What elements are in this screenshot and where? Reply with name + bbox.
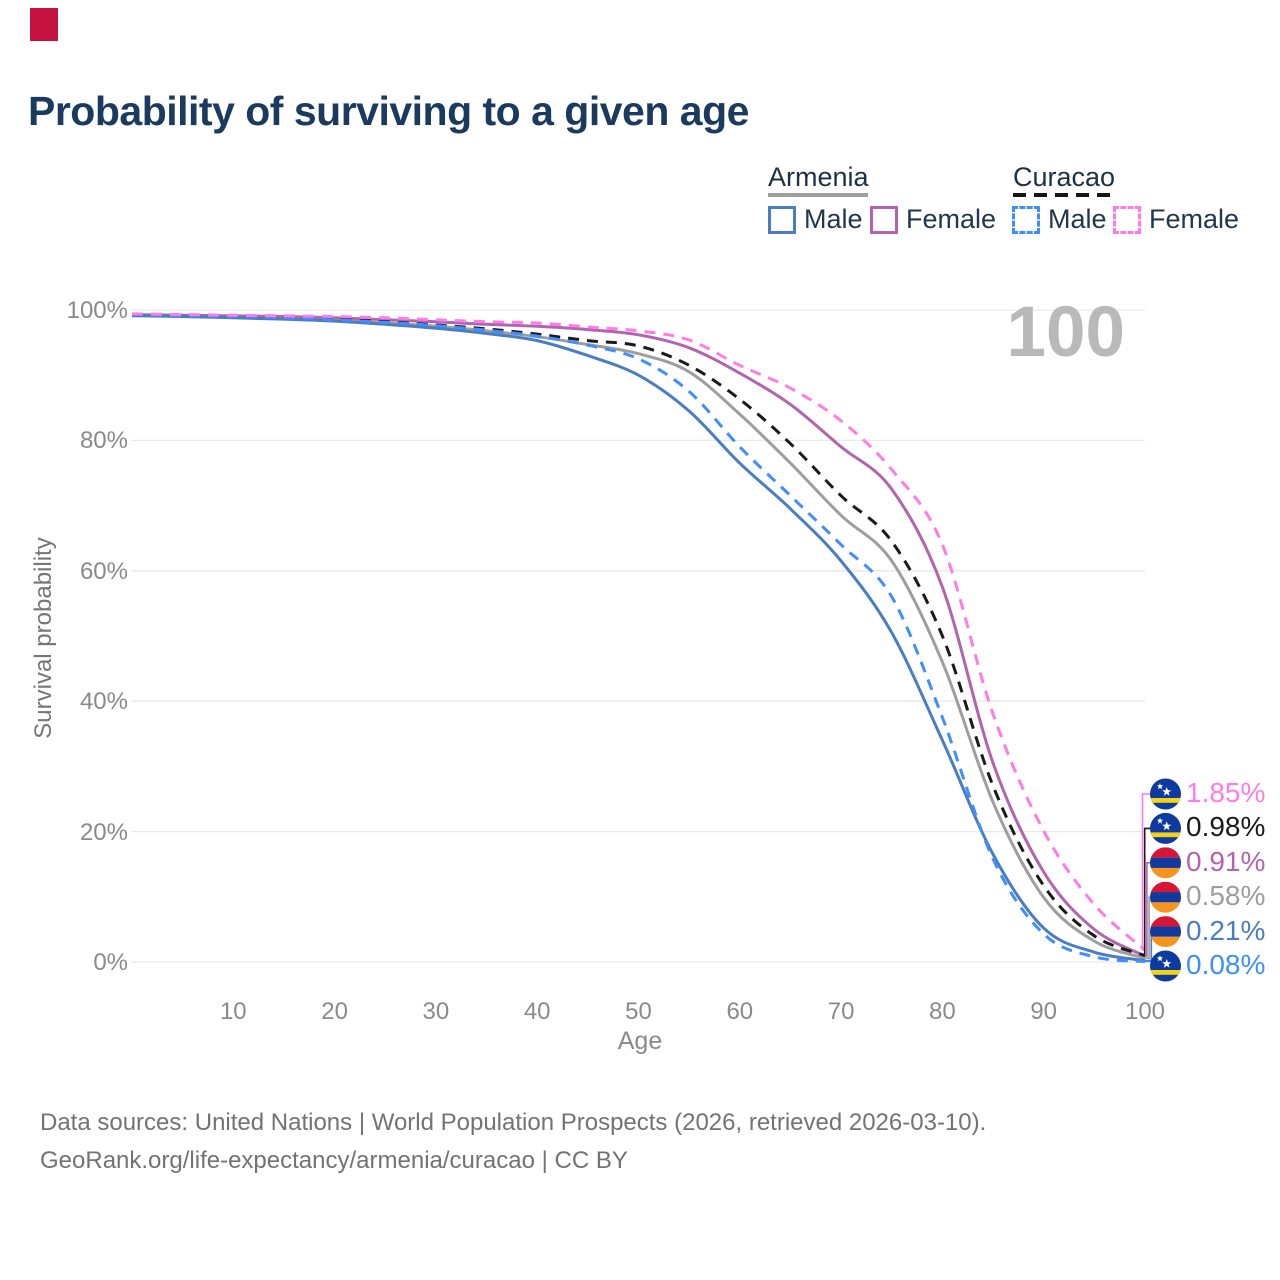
y-tick-label-0: 0% <box>93 949 128 976</box>
legend-item-label: Male <box>1048 204 1107 234</box>
leader-line-curacao-female <box>1141 793 1150 951</box>
x-tick-label-50: 50 <box>625 998 652 1025</box>
legend-curacao-underline-swatch <box>1013 193 1117 197</box>
leader-line-curacao-total <box>1143 827 1150 957</box>
curacao-female-swatch-icon <box>1113 205 1141 234</box>
flag-icon-armenia <box>1150 916 1181 948</box>
y-tick-label-100: 100% <box>66 297 128 324</box>
data-sources-line: Data sources: United Nations | World Pop… <box>40 1109 987 1136</box>
x-tick-label-60: 60 <box>726 998 754 1025</box>
legend-item-armenia-female[interactable]: Female <box>870 204 996 235</box>
legend-item-armenia-male[interactable]: Male <box>768 204 863 235</box>
y-tick-label-40: 40% <box>79 688 128 716</box>
end-label-curacao-total: 0.98% <box>1186 811 1266 843</box>
x-tick-label-90: 90 <box>1030 998 1058 1025</box>
leader-line-armenia-female <box>1145 862 1150 957</box>
y-tick-label-20: 20% <box>79 818 128 846</box>
flag-icon-armenia <box>1150 847 1181 879</box>
flag-icon-curacao <box>1150 950 1181 982</box>
y-tick-label-80: 80% <box>79 427 128 455</box>
series-line-curacao-male <box>131 313 1146 963</box>
legend-item-curacao-male[interactable]: Male <box>1012 204 1107 235</box>
end-label-curacao-male: 0.08% <box>1186 949 1266 980</box>
x-tick-label-100: 100 <box>1124 998 1166 1025</box>
legend-group-armenia-label: Armenia <box>768 162 869 192</box>
x-tick-label-10: 10 <box>219 998 247 1025</box>
legend-group-curacao-label: Curacao <box>1013 162 1116 192</box>
end-label-armenia-female: 0.91% <box>1186 845 1266 877</box>
series-line-armenia-male <box>131 313 1146 963</box>
x-tick-label-30: 30 <box>422 998 450 1025</box>
series-line-curacao-female <box>131 312 1146 952</box>
x-tick-label-40: 40 <box>523 998 551 1025</box>
curacao-male-swatch-icon <box>1012 205 1040 234</box>
age-watermark: 100 <box>1006 293 1125 372</box>
armenia-male-swatch-icon <box>768 205 796 234</box>
legend-item-label: Male <box>804 204 863 234</box>
chart-title: Probability of surviving to a given age <box>28 88 749 134</box>
attribution-line: GeoRank.org/life-expectancy/armenia/cura… <box>40 1147 628 1174</box>
end-label-armenia-total: 0.58% <box>1186 880 1266 912</box>
x-tick-label-20: 20 <box>321 998 348 1025</box>
x-axis-title: Age <box>617 1027 663 1055</box>
series-line-curacao-total <box>131 313 1146 958</box>
y-axis-title: Survival probability <box>30 537 57 739</box>
leader-line-armenia-total <box>1145 896 1150 959</box>
series-line-armenia-female <box>131 313 1146 958</box>
end-label-armenia-male: 0.21% <box>1186 914 1266 946</box>
y-tick-label-60: 60% <box>79 557 128 585</box>
end-label-curacao-female: 1.85% <box>1186 777 1266 808</box>
x-tick-label-70: 70 <box>827 998 855 1025</box>
flag-icon-curacao <box>1150 778 1181 810</box>
flag-icon-curacao <box>1150 812 1181 844</box>
flag-icon-armenia <box>1150 881 1181 913</box>
legend-item-curacao-female[interactable]: Female <box>1113 204 1239 235</box>
red-marker <box>30 8 58 41</box>
x-tick-label-80: 80 <box>929 998 956 1025</box>
armenia-female-swatch-icon <box>870 205 898 234</box>
legend-item-label: Female <box>1149 204 1240 234</box>
legend-item-label: Female <box>906 204 997 234</box>
legend-armenia-underline-swatch <box>768 193 868 197</box>
